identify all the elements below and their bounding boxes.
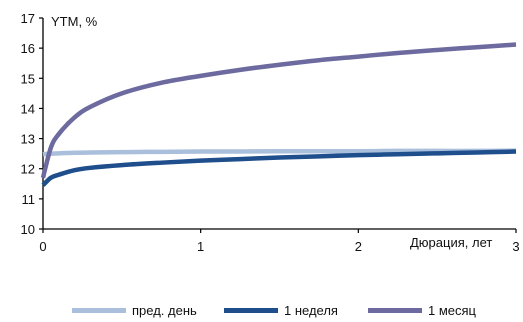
legend-swatch-prev-day xyxy=(72,308,126,313)
legend: пред. день 1 неделя 1 месяц xyxy=(0,303,523,321)
x-tick-label: 3 xyxy=(512,239,519,254)
y-tick-label: 13 xyxy=(21,132,35,147)
legend-swatch-1-week xyxy=(224,308,278,313)
series-line-prev-day xyxy=(42,148,517,157)
legend-label-1-week: 1 неделя xyxy=(284,303,338,318)
x-tick-label: 0 xyxy=(39,239,46,254)
y-axis-label: YTM, % xyxy=(51,14,98,29)
legend-swatch-1-month xyxy=(368,308,422,313)
series-line-1-week xyxy=(41,149,517,187)
y-tick-label: 17 xyxy=(21,11,35,26)
y-tick-label: 14 xyxy=(21,101,35,116)
y-tick-label: 12 xyxy=(21,162,35,177)
y-tick-label: 16 xyxy=(21,41,35,56)
series-layer xyxy=(40,42,517,187)
legend-label-prev-day: пред. день xyxy=(132,303,197,318)
x-tick-label: 1 xyxy=(197,239,204,254)
series-line-1-month xyxy=(40,42,517,179)
x-axis-label: Дюрация, лет xyxy=(410,235,492,250)
legend-label-1-month: 1 месяц xyxy=(428,303,476,318)
y-tick-label: 11 xyxy=(22,192,36,207)
x-tick-label: 2 xyxy=(355,239,362,254)
y-tick-label: 10 xyxy=(21,222,35,237)
y-tick-label: 15 xyxy=(21,71,35,86)
